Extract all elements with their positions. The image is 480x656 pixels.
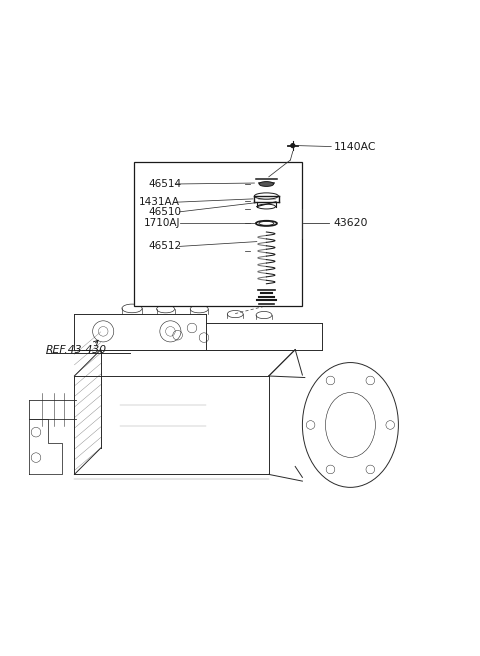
Text: 1710AJ: 1710AJ — [144, 218, 180, 228]
Text: 46512: 46512 — [149, 241, 182, 251]
Text: 43620: 43620 — [334, 218, 368, 228]
Text: 46510: 46510 — [149, 207, 182, 217]
Bar — [134, 163, 302, 306]
Text: 1431AA: 1431AA — [139, 197, 180, 207]
Text: 1140AC: 1140AC — [334, 142, 376, 152]
Circle shape — [291, 144, 295, 148]
Text: 46514: 46514 — [149, 179, 182, 189]
Ellipse shape — [259, 182, 274, 186]
Text: REF.43-430: REF.43-430 — [46, 344, 107, 355]
